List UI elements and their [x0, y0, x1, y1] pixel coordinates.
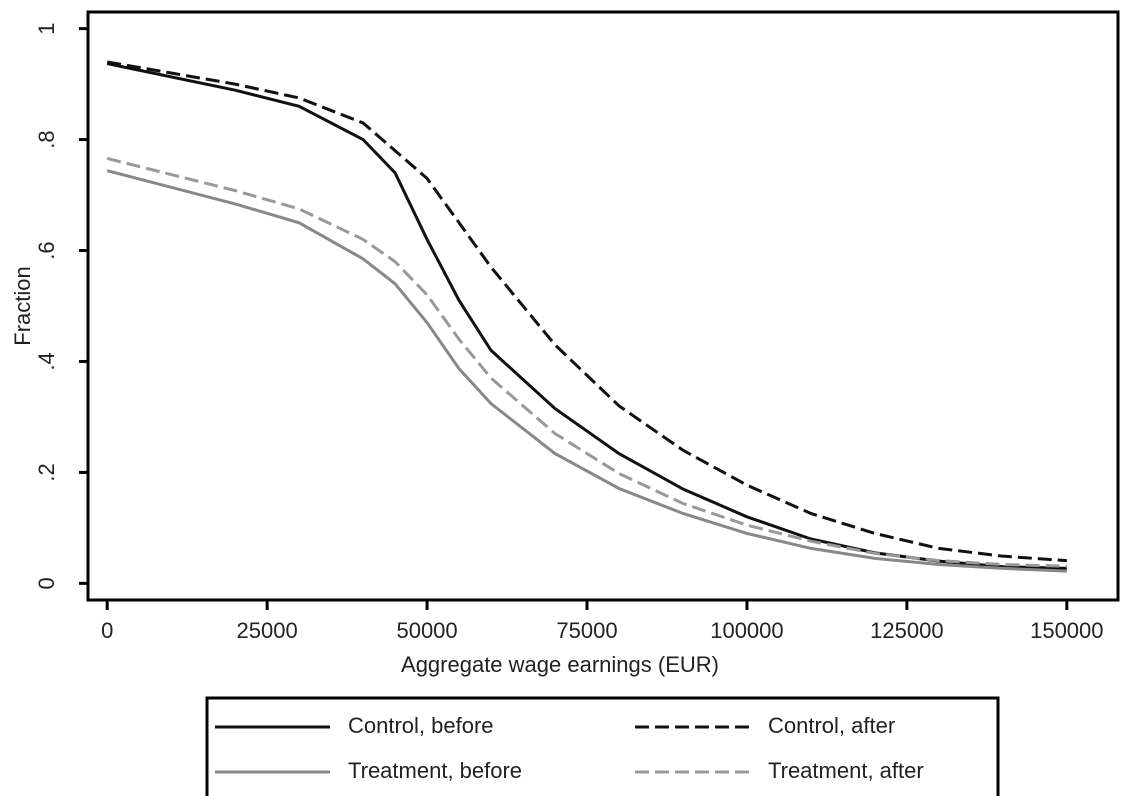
- y-tick-label: .6: [34, 241, 59, 259]
- y-axis-title: Fraction: [10, 266, 35, 345]
- x-tick-label: 0: [101, 618, 113, 643]
- series-line: [106, 60, 1067, 563]
- y-tick-label: .2: [34, 463, 59, 481]
- y-tick-label: .8: [34, 130, 59, 148]
- y-tick-label: 1: [34, 23, 59, 35]
- x-axis-title: Aggregate wage earnings (EUR): [401, 652, 719, 677]
- series-line: [106, 62, 1067, 570]
- y-tick-label: .4: [34, 352, 59, 370]
- x-tick-label: 150000: [1030, 618, 1103, 643]
- x-tick-label: 50000: [396, 618, 457, 643]
- legend-label: Control, before: [348, 713, 494, 738]
- series-line: [106, 169, 1067, 573]
- x-tick-label: 25000: [237, 618, 298, 643]
- x-tick-label: 125000: [870, 618, 943, 643]
- series-line: [106, 156, 1067, 568]
- plot-frame: [86, 10, 1120, 602]
- legend-box: [205, 696, 1000, 796]
- legend-label: Control, after: [768, 713, 895, 738]
- legend-label: Treatment, before: [348, 758, 522, 783]
- x-tick-label: 75000: [556, 618, 617, 643]
- x-tick-label: 100000: [710, 618, 783, 643]
- y-tick-label: 0: [34, 577, 59, 589]
- legend-label: Treatment, after: [768, 758, 924, 783]
